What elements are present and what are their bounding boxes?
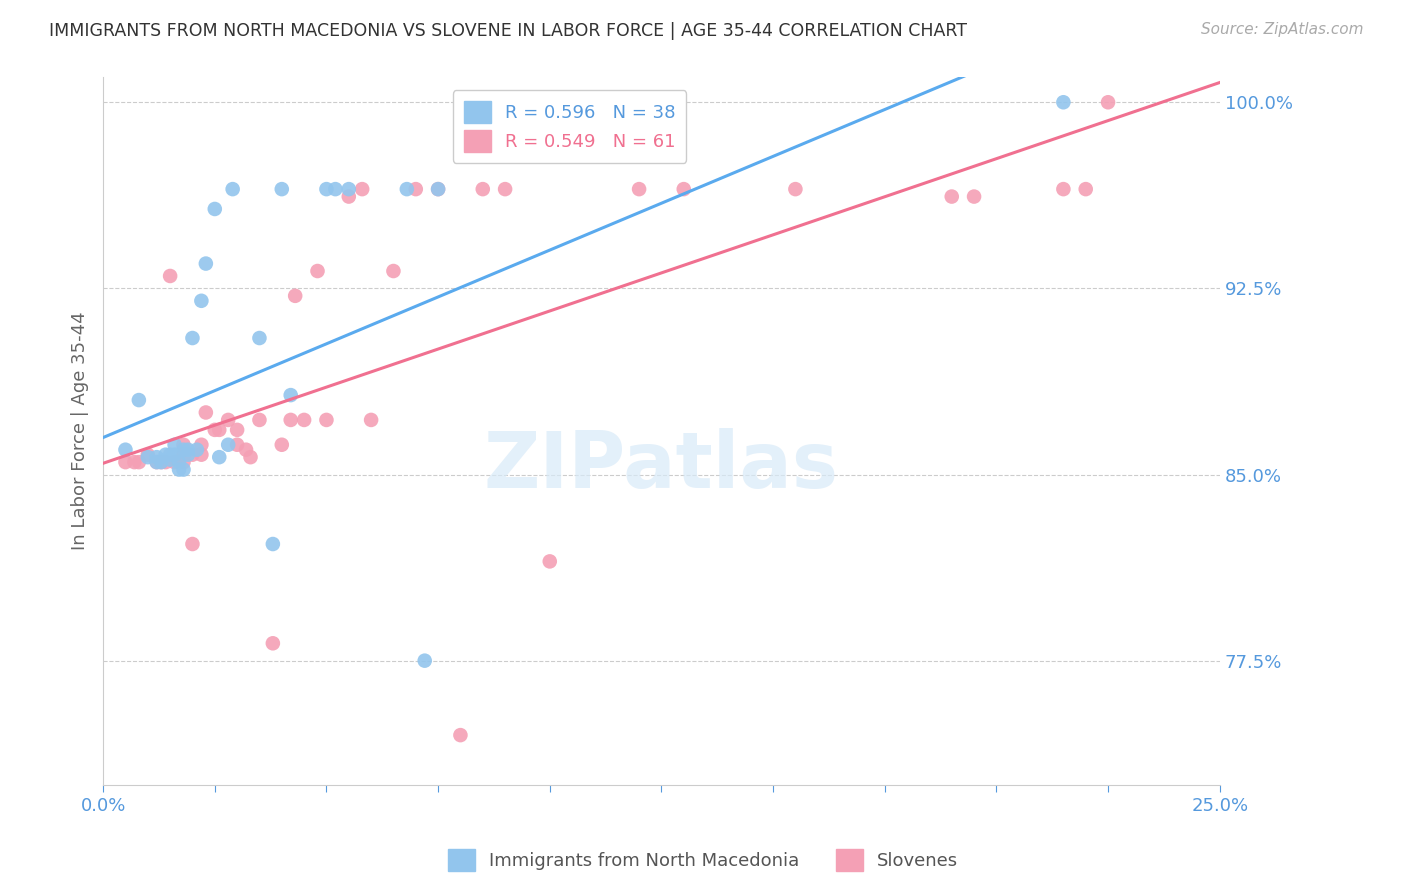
Point bbox=[337, 189, 360, 203]
Point bbox=[155, 455, 177, 469]
Point bbox=[190, 448, 212, 462]
Point bbox=[128, 455, 150, 469]
Point bbox=[145, 455, 167, 469]
Point bbox=[538, 554, 561, 568]
Point bbox=[124, 455, 146, 469]
Point bbox=[262, 636, 284, 650]
Point bbox=[159, 448, 181, 462]
Point bbox=[163, 438, 186, 452]
Point bbox=[136, 450, 159, 465]
Point bbox=[181, 448, 204, 462]
Point bbox=[194, 256, 217, 270]
Text: IMMIGRANTS FROM NORTH MACEDONIA VS SLOVENE IN LABOR FORCE | AGE 35-44 CORRELATIO: IMMIGRANTS FROM NORTH MACEDONIA VS SLOVE… bbox=[49, 22, 967, 40]
Point bbox=[1052, 182, 1074, 196]
Point bbox=[315, 413, 337, 427]
Point bbox=[427, 182, 450, 196]
Point bbox=[352, 182, 374, 196]
Point bbox=[471, 182, 494, 196]
Point bbox=[163, 448, 186, 462]
Point bbox=[395, 182, 418, 196]
Point bbox=[449, 728, 471, 742]
Point bbox=[204, 423, 226, 437]
Point bbox=[217, 413, 239, 427]
Point bbox=[173, 438, 195, 452]
Point bbox=[190, 438, 212, 452]
Point bbox=[221, 182, 243, 196]
Point bbox=[226, 423, 249, 437]
Point bbox=[155, 448, 177, 462]
Point bbox=[427, 182, 450, 196]
Point bbox=[173, 462, 195, 476]
Point bbox=[292, 413, 315, 427]
Legend: R = 0.596   N = 38, R = 0.549   N = 61: R = 0.596 N = 38, R = 0.549 N = 61 bbox=[453, 90, 686, 163]
Point bbox=[128, 393, 150, 408]
Point bbox=[785, 182, 807, 196]
Point bbox=[181, 537, 204, 551]
Point bbox=[159, 452, 181, 467]
Point bbox=[1074, 182, 1097, 196]
Point bbox=[208, 423, 231, 437]
Point bbox=[159, 268, 181, 283]
Point bbox=[177, 448, 200, 462]
Point bbox=[204, 202, 226, 216]
Point bbox=[226, 438, 249, 452]
Point bbox=[280, 413, 302, 427]
Point bbox=[249, 331, 271, 345]
Point bbox=[150, 455, 173, 469]
Point bbox=[270, 438, 292, 452]
Point bbox=[217, 438, 239, 452]
Point bbox=[163, 455, 186, 469]
Point bbox=[173, 442, 195, 457]
Point bbox=[177, 442, 200, 457]
Point bbox=[114, 455, 136, 469]
Point bbox=[114, 442, 136, 457]
Point bbox=[280, 388, 302, 402]
Point bbox=[208, 450, 231, 465]
Point bbox=[672, 182, 695, 196]
Point bbox=[239, 450, 262, 465]
Point bbox=[382, 264, 405, 278]
Legend: Immigrants from North Macedonia, Slovenes: Immigrants from North Macedonia, Slovene… bbox=[440, 842, 966, 879]
Point bbox=[181, 331, 204, 345]
Text: Source: ZipAtlas.com: Source: ZipAtlas.com bbox=[1201, 22, 1364, 37]
Point bbox=[325, 182, 347, 196]
Point bbox=[262, 537, 284, 551]
Point bbox=[145, 455, 167, 469]
Text: ZIPatlas: ZIPatlas bbox=[484, 428, 839, 505]
Point bbox=[235, 442, 257, 457]
Point bbox=[190, 293, 212, 308]
Point bbox=[360, 413, 382, 427]
Point bbox=[173, 455, 195, 469]
Point bbox=[145, 450, 167, 465]
Point bbox=[136, 448, 159, 462]
Point bbox=[963, 189, 986, 203]
Point bbox=[337, 182, 360, 196]
Point bbox=[941, 189, 963, 203]
Point bbox=[307, 264, 329, 278]
Point bbox=[494, 182, 516, 196]
Y-axis label: In Labor Force | Age 35-44: In Labor Force | Age 35-44 bbox=[72, 312, 89, 550]
Point bbox=[194, 405, 217, 419]
Point bbox=[167, 462, 190, 476]
Point bbox=[186, 442, 208, 457]
Point bbox=[249, 413, 271, 427]
Point bbox=[167, 455, 190, 469]
Point bbox=[150, 455, 173, 469]
Point bbox=[628, 182, 651, 196]
Point bbox=[405, 182, 427, 196]
Point bbox=[413, 654, 436, 668]
Point bbox=[173, 448, 195, 462]
Point bbox=[270, 182, 292, 196]
Point bbox=[284, 289, 307, 303]
Point bbox=[315, 182, 337, 196]
Point bbox=[1097, 95, 1119, 110]
Point bbox=[1052, 95, 1074, 110]
